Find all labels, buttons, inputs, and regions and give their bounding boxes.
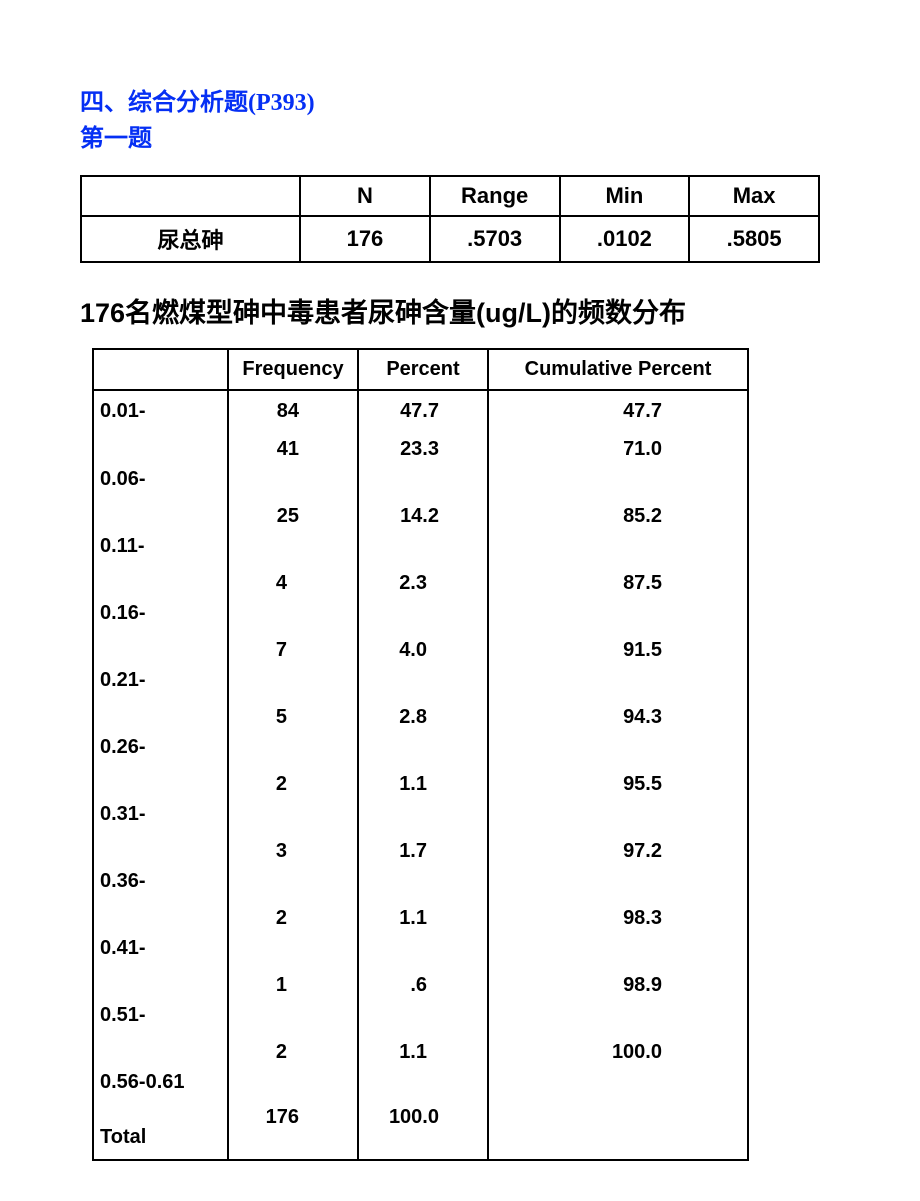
pct-cell: 1.1 xyxy=(358,1033,488,1100)
range-cell: 0.41- xyxy=(93,899,228,966)
summary-row-label: 尿总砷 xyxy=(81,216,300,262)
summary-header-blank xyxy=(81,176,300,216)
summary-value-max: .5805 xyxy=(689,216,819,262)
cum-cell: 95.5 xyxy=(488,765,748,832)
range-cell: 0.36- xyxy=(93,832,228,899)
cum-cell: 98.3 xyxy=(488,899,748,966)
freq-cell: 176 xyxy=(228,1100,358,1160)
pct-cell: 100.0 xyxy=(358,1100,488,1160)
cum-cell xyxy=(488,1100,748,1160)
cum-cell: 94.3 xyxy=(488,698,748,765)
cum-cell: 98.9 xyxy=(488,966,748,1033)
table-row: 0.16- 4 2.3 87.5 xyxy=(93,564,748,631)
header-line2: 第一题 xyxy=(80,121,840,157)
table-row: 0.51- 1 .6 98.9 xyxy=(93,966,748,1033)
table-row: 0.21- 7 4.0 91.5 xyxy=(93,631,748,698)
range-cell: 0.51- xyxy=(93,966,228,1033)
summary-header-min: Min xyxy=(560,176,690,216)
cum-cell: 85.2 xyxy=(488,497,748,564)
summary-data-row: 尿总砷 176 .5703 .0102 .5805 xyxy=(81,216,819,262)
freq-header-row: Frequency Percent Cumulative Percent xyxy=(93,349,748,390)
cum-cell: 97.2 xyxy=(488,832,748,899)
table-row: 0.56-0.61 2 1.1 100.0 xyxy=(93,1033,748,1100)
table-row: 0.36- 3 1.7 97.2 xyxy=(93,832,748,899)
range-cell: 0.16- xyxy=(93,564,228,631)
freq-header-range xyxy=(93,349,228,390)
range-cell: 0.56-0.61 xyxy=(93,1033,228,1100)
table-row: 0.06- 41 23.3 71.0 xyxy=(93,430,748,497)
range-cell: 0.21- xyxy=(93,631,228,698)
pct-cell: 2.3 xyxy=(358,564,488,631)
pct-cell: 1.7 xyxy=(358,832,488,899)
freq-cell: 2 xyxy=(228,765,358,832)
table-row-total: Total 176 100.0 xyxy=(93,1100,748,1160)
range-cell: 0.01- xyxy=(93,390,228,430)
freq-cell: 4 xyxy=(228,564,358,631)
freq-cell: 2 xyxy=(228,899,358,966)
summary-header-range: Range xyxy=(430,176,560,216)
header-line1: 四、综合分析题(P393) xyxy=(80,85,840,121)
freq-cell: 2 xyxy=(228,1033,358,1100)
pct-cell: 14.2 xyxy=(358,497,488,564)
freq-cell: 7 xyxy=(228,631,358,698)
summary-value-n: 176 xyxy=(300,216,430,262)
freq-cell: 25 xyxy=(228,497,358,564)
freq-table-body: 0.01- 84 47.7 47.7 0.06- 41 23.3 71.0 0.… xyxy=(93,390,748,1160)
table-row: 0.11- 25 14.2 85.2 xyxy=(93,497,748,564)
pct-cell: 4.0 xyxy=(358,631,488,698)
freq-cell: 3 xyxy=(228,832,358,899)
freq-cell: 1 xyxy=(228,966,358,1033)
cum-cell: 71.0 xyxy=(488,430,748,497)
summary-table: N Range Min Max 尿总砷 176 .5703 .0102 .580… xyxy=(80,175,820,263)
pct-cell: 1.1 xyxy=(358,899,488,966)
summary-value-range: .5703 xyxy=(430,216,560,262)
section-header: 四、综合分析题(P393) 第一题 xyxy=(80,85,840,157)
summary-header-max: Max xyxy=(689,176,819,216)
table-row: 0.01- 84 47.7 47.7 xyxy=(93,390,748,430)
pct-cell: 23.3 xyxy=(358,430,488,497)
freq-header-frequency: Frequency xyxy=(228,349,358,390)
freq-cell: 5 xyxy=(228,698,358,765)
cum-cell: 100.0 xyxy=(488,1033,748,1100)
pct-cell: .6 xyxy=(358,966,488,1033)
cum-cell: 47.7 xyxy=(488,390,748,430)
table-row: 0.31- 2 1.1 95.5 xyxy=(93,765,748,832)
range-cell: 0.11- xyxy=(93,497,228,564)
table-row: 0.41- 2 1.1 98.3 xyxy=(93,899,748,966)
cum-cell: 87.5 xyxy=(488,564,748,631)
pct-cell: 47.7 xyxy=(358,390,488,430)
range-cell: 0.31- xyxy=(93,765,228,832)
freq-header-percent: Percent xyxy=(358,349,488,390)
summary-header-n: N xyxy=(300,176,430,216)
summary-header-row: N Range Min Max xyxy=(81,176,819,216)
pct-cell: 1.1 xyxy=(358,765,488,832)
freq-header-cumulative: Cumulative Percent xyxy=(488,349,748,390)
main-title: 176名燃煤型砷中毒患者尿砷含量(ug/L)的频数分布 xyxy=(80,291,840,330)
range-cell: 0.06- xyxy=(93,430,228,497)
pct-cell: 2.8 xyxy=(358,698,488,765)
freq-cell: 41 xyxy=(228,430,358,497)
range-cell: 0.26- xyxy=(93,698,228,765)
frequency-table: Frequency Percent Cumulative Percent 0.0… xyxy=(92,348,749,1161)
freq-cell: 84 xyxy=(228,390,358,430)
table-row: 0.26- 5 2.8 94.3 xyxy=(93,698,748,765)
cum-cell: 91.5 xyxy=(488,631,748,698)
range-cell: Total xyxy=(93,1100,228,1160)
summary-value-min: .0102 xyxy=(560,216,690,262)
